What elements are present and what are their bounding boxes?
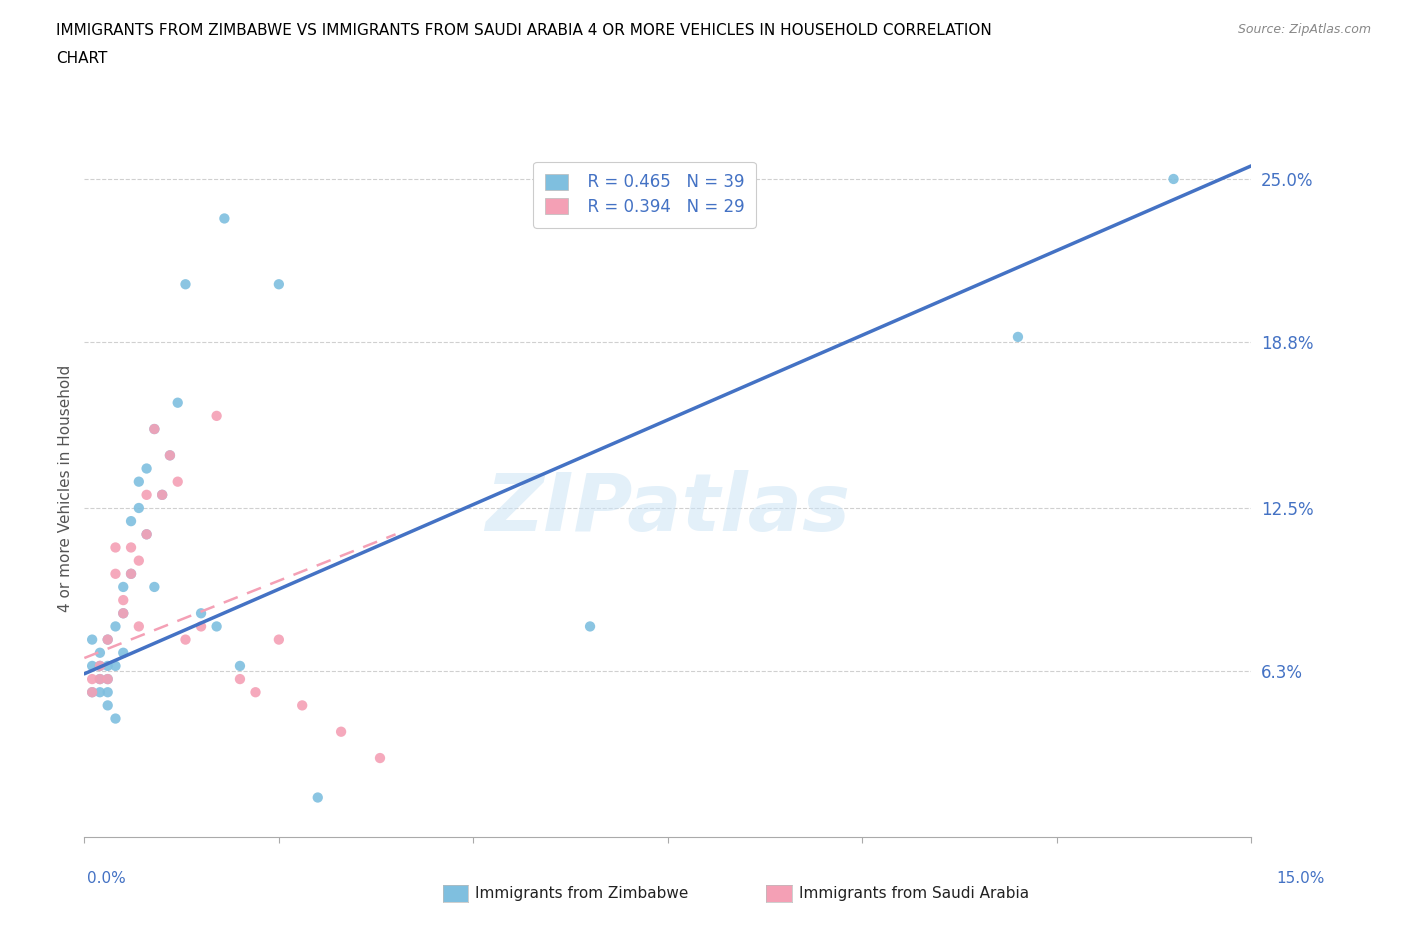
Point (174, 277, 197, 292)
Point (166, 395, 188, 410)
Point (112, 645, 135, 660)
Point (97, 632, 120, 647)
Point (97, 658, 120, 673)
Text: 15.0%: 15.0% (1277, 871, 1324, 886)
Point (112, 592, 135, 607)
Point (1163, 171, 1185, 186)
Point (112, 605, 135, 620)
Point (97, 671, 120, 686)
Point (104, 566, 127, 581)
Point (174, 632, 197, 647)
Text: IMMIGRANTS FROM ZIMBABWE VS IMMIGRANTS FROM SAUDI ARABIA 4 OR MORE VEHICLES IN H: IMMIGRANTS FROM ZIMBABWE VS IMMIGRANTS F… (56, 23, 993, 38)
Point (368, 751, 391, 765)
Text: CHART: CHART (56, 51, 108, 66)
Text: Source: ZipAtlas.com: Source: ZipAtlas.com (1237, 23, 1371, 36)
Point (89, 684, 111, 699)
Point (104, 658, 127, 673)
Point (112, 605, 135, 620)
Point (128, 474, 150, 489)
Point (267, 277, 290, 292)
Point (104, 619, 127, 634)
Point (143, 421, 166, 436)
Legend:   R = 0.465   N = 39,   R = 0.394   N = 29: R = 0.465 N = 39, R = 0.394 N = 29 (533, 162, 756, 228)
Point (120, 540, 142, 555)
Point (245, 684, 267, 699)
Point (143, 579, 166, 594)
Point (120, 566, 142, 581)
Y-axis label: 4 or more Vehicles in Household: 4 or more Vehicles in Household (58, 365, 73, 612)
Point (205, 619, 228, 634)
Point (229, 658, 252, 673)
Point (330, 724, 353, 739)
Point (135, 527, 157, 542)
Point (135, 527, 157, 542)
Point (82, 684, 104, 699)
Point (1007, 329, 1029, 344)
Point (89, 658, 111, 673)
Point (135, 487, 157, 502)
Point (291, 698, 314, 712)
Point (89, 658, 111, 673)
Point (89, 671, 111, 686)
Point (214, 211, 236, 226)
Point (82, 632, 104, 647)
Point (97, 632, 120, 647)
Point (89, 645, 111, 660)
Point (89, 671, 111, 686)
Point (120, 513, 142, 528)
Point (307, 790, 329, 805)
Point (97, 698, 120, 712)
Point (82, 658, 104, 673)
Point (229, 671, 252, 686)
Point (97, 671, 120, 686)
Point (150, 487, 173, 502)
Point (128, 553, 150, 568)
Point (166, 474, 188, 489)
Point (159, 448, 181, 463)
Point (190, 605, 212, 620)
Point (190, 619, 212, 634)
Point (579, 619, 602, 634)
Text: Immigrants from Saudi Arabia: Immigrants from Saudi Arabia (799, 886, 1029, 901)
Point (104, 711, 127, 726)
Text: Immigrants from Zimbabwe: Immigrants from Zimbabwe (475, 886, 689, 901)
Point (112, 579, 135, 594)
Point (267, 632, 290, 647)
Point (120, 566, 142, 581)
Point (97, 684, 120, 699)
Point (205, 408, 228, 423)
Point (104, 540, 127, 555)
Point (135, 461, 157, 476)
Point (143, 421, 166, 436)
Point (82, 684, 104, 699)
Text: ZIPatlas: ZIPatlas (485, 471, 851, 548)
Point (150, 487, 173, 502)
Point (159, 448, 181, 463)
Point (128, 500, 150, 515)
Text: 0.0%: 0.0% (87, 871, 127, 886)
Point (128, 619, 150, 634)
Point (82, 671, 104, 686)
